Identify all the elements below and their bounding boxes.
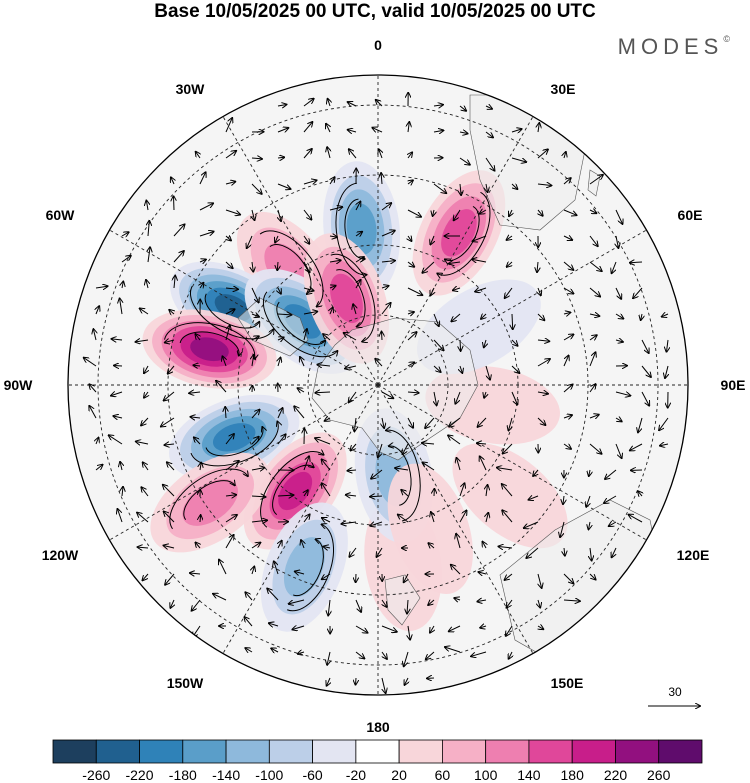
colorbar-swatch <box>268 739 313 764</box>
map-title: Base 10/05/2025 00 UTC, valid 10/05/2025… <box>154 1 596 22</box>
colorbar-swatch <box>658 739 703 764</box>
colorbar-swatch <box>441 739 487 764</box>
colorbar-swatch <box>95 739 140 764</box>
longitude-label: 180 <box>366 719 390 735</box>
colorbar-swatch <box>312 739 357 764</box>
colorbar-label: -220 <box>125 767 153 783</box>
colorbar-swatch <box>398 739 443 764</box>
madagascar <box>587 169 601 197</box>
longitude-label: 60W <box>46 207 76 223</box>
colorbar-swatch <box>528 739 573 764</box>
reference-vector-label: 30 <box>668 685 682 699</box>
colorbar-label: 260 <box>647 767 671 783</box>
longitude-label: 90W <box>4 377 34 393</box>
colorbar-swatch <box>139 739 184 764</box>
brand-text: MODES <box>617 34 724 59</box>
longitude-label: 120W <box>42 547 79 563</box>
colorbar-swatch <box>52 739 97 764</box>
longitude-label: 60E <box>678 207 703 223</box>
colorbar-label: -20 <box>346 767 366 783</box>
colorbar-label: 20 <box>391 767 407 783</box>
colorbar-swatch <box>485 739 530 764</box>
colorbar-swatch <box>182 739 227 764</box>
longitude-label: 120E <box>677 547 710 563</box>
longitude-label: 30E <box>551 81 576 97</box>
longitude-label: 90E <box>721 377 746 393</box>
longitude-label: 30W <box>176 81 206 97</box>
colorbar-label: -100 <box>255 767 283 783</box>
colorbar-swatch <box>355 739 400 764</box>
colorbar-label: -260 <box>82 767 110 783</box>
anomaly-feature <box>142 309 277 389</box>
colorbar-swatch <box>571 739 616 764</box>
brand-mark: © <box>723 34 730 44</box>
anomaly-feature <box>452 443 568 549</box>
reference-vector: 30 <box>648 685 700 706</box>
colorbar-label: -60 <box>302 767 322 783</box>
colorbar-label: 140 <box>517 767 541 783</box>
map-frame <box>67 74 689 696</box>
colorbar-label: -180 <box>169 767 197 783</box>
colorbar-label: 60 <box>435 767 451 783</box>
antarctica <box>311 317 479 461</box>
brand-logo: MODES© <box>618 34 730 60</box>
streamlines <box>164 182 491 612</box>
longitude-label: 150W <box>167 675 204 691</box>
colorbar: -260 -220 -180 -140 -100 -60 -20 20 60 100 140 180 2… <box>52 739 703 783</box>
colorbar-swatch <box>225 739 270 764</box>
colorbar-label: 180 <box>561 767 585 783</box>
colorbar-swatch <box>615 739 660 764</box>
longitude-labels: 0 30E 60E 90E 120E 150E 180 150W 120W 90W 60W 30W <box>4 37 746 735</box>
colorbar-label: 100 <box>474 767 498 783</box>
colorbar-label: 220 <box>604 767 628 783</box>
wind-vectors <box>84 93 668 693</box>
longitude-label: 150E <box>551 675 584 691</box>
colorbar-label: -140 <box>212 767 240 783</box>
longitude-label: 0 <box>374 37 382 53</box>
